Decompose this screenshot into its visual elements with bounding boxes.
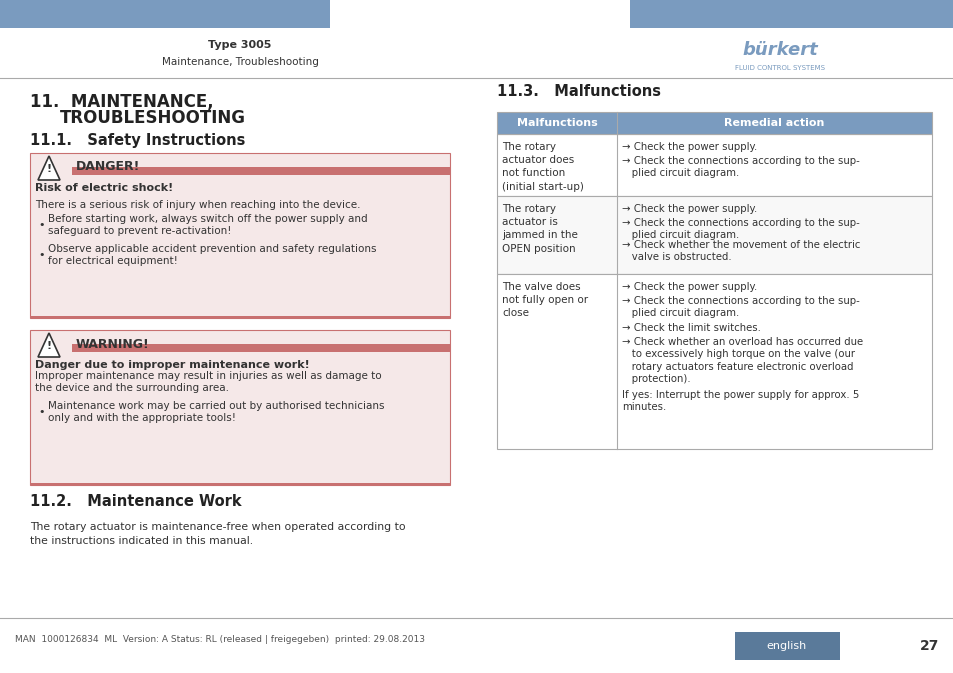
Text: TROUBLESHOOTING: TROUBLESHOOTING	[60, 109, 246, 127]
Text: !: !	[47, 164, 51, 174]
FancyBboxPatch shape	[71, 167, 450, 175]
Text: DANGER!: DANGER!	[76, 160, 140, 174]
Text: Malfunctions: Malfunctions	[517, 118, 597, 128]
FancyBboxPatch shape	[734, 632, 840, 660]
FancyBboxPatch shape	[497, 112, 931, 134]
FancyBboxPatch shape	[30, 316, 450, 318]
Text: → Check whether the movement of the electric
   valve is obstructed.: → Check whether the movement of the elec…	[621, 240, 860, 262]
Text: 11.  MAINTENANCE,: 11. MAINTENANCE,	[30, 93, 213, 111]
Text: → Check the connections according to the sup-
   plied circuit diagram.: → Check the connections according to the…	[621, 218, 859, 240]
Text: WARNING!: WARNING!	[76, 337, 150, 351]
Text: MAN  1000126834  ML  Version: A Status: RL (released | freigegeben)  printed: 29: MAN 1000126834 ML Version: A Status: RL …	[15, 635, 424, 645]
Text: If yes: Interrupt the power supply for approx. 5
minutes.: If yes: Interrupt the power supply for a…	[621, 390, 859, 413]
Text: Type 3005: Type 3005	[208, 40, 272, 50]
Text: The rotary
actuator is
jammed in the
OPEN position: The rotary actuator is jammed in the OPE…	[501, 204, 578, 254]
Text: english: english	[766, 641, 806, 651]
Text: → Check the connections according to the sup-
   plied circuit diagram.: → Check the connections according to the…	[621, 296, 859, 318]
FancyBboxPatch shape	[71, 344, 450, 352]
Text: The valve does
not fully open or
close: The valve does not fully open or close	[501, 282, 587, 318]
Text: FLUID CONTROL SYSTEMS: FLUID CONTROL SYSTEMS	[734, 65, 824, 71]
Polygon shape	[38, 156, 60, 180]
Text: Maintenance work may be carried out by authorised technicians
only and with the : Maintenance work may be carried out by a…	[48, 401, 384, 423]
Text: bürkert: bürkert	[741, 41, 817, 59]
Text: Before starting work, always switch off the power supply and
safeguard to preven: Before starting work, always switch off …	[48, 214, 367, 236]
Text: 11.1.   Safety Instructions: 11.1. Safety Instructions	[30, 133, 245, 147]
Text: → Check the power supply.: → Check the power supply.	[621, 282, 757, 292]
Text: → Check the limit switches.: → Check the limit switches.	[621, 323, 760, 333]
Text: 11.3.   Malfunctions: 11.3. Malfunctions	[497, 85, 660, 100]
Text: → Check whether an overload has occurred due
   to excessively high torque on th: → Check whether an overload has occurred…	[621, 337, 862, 384]
Text: Maintenance, Troubleshooting: Maintenance, Troubleshooting	[161, 57, 318, 67]
Text: → Check the power supply.: → Check the power supply.	[621, 204, 757, 214]
Text: The rotary
actuator does
not function
(initial start-up): The rotary actuator does not function (i…	[501, 142, 583, 192]
Text: The rotary actuator is maintenance-free when operated according to
the instructi: The rotary actuator is maintenance-free …	[30, 522, 405, 546]
Text: Danger due to improper maintenance work!: Danger due to improper maintenance work!	[35, 360, 310, 370]
Text: → Check the connections according to the sup-
   plied circuit diagram.: → Check the connections according to the…	[621, 156, 859, 178]
Text: •: •	[38, 250, 45, 260]
FancyBboxPatch shape	[30, 483, 450, 485]
FancyBboxPatch shape	[497, 196, 931, 274]
Text: 27: 27	[920, 639, 939, 653]
Text: Risk of electric shock!: Risk of electric shock!	[35, 183, 173, 193]
FancyBboxPatch shape	[629, 0, 953, 28]
Text: Remedial action: Remedial action	[723, 118, 823, 128]
FancyBboxPatch shape	[30, 330, 450, 485]
FancyBboxPatch shape	[30, 153, 450, 318]
Text: There is a serious risk of injury when reaching into the device.: There is a serious risk of injury when r…	[35, 200, 360, 210]
Text: → Check the power supply.: → Check the power supply.	[621, 142, 757, 152]
Text: •: •	[38, 220, 45, 230]
Text: !: !	[47, 341, 51, 351]
Text: Observe applicable accident prevention and safety regulations
for electrical equ: Observe applicable accident prevention a…	[48, 244, 376, 266]
Text: •: •	[38, 407, 45, 417]
Polygon shape	[38, 333, 60, 357]
FancyBboxPatch shape	[0, 0, 330, 28]
Text: Improper maintenance may result in injuries as well as damage to
the device and : Improper maintenance may result in injur…	[35, 371, 381, 393]
FancyBboxPatch shape	[497, 274, 931, 449]
FancyBboxPatch shape	[497, 134, 931, 196]
Text: 11.2.   Maintenance Work: 11.2. Maintenance Work	[30, 495, 241, 509]
